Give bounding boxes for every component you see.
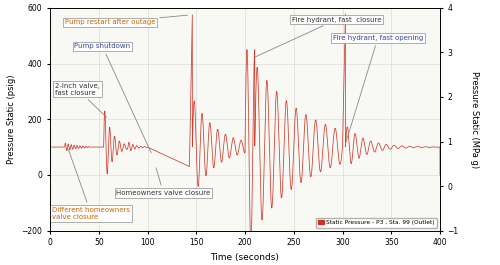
Legend: Static Pressure - P3 , Sta. 99 (Outlet): Static Pressure - P3 , Sta. 99 (Outlet) xyxy=(316,218,437,228)
Text: Pump shutdown: Pump shutdown xyxy=(74,43,151,153)
Text: Fire hydrant, fast  closure: Fire hydrant, fast closure xyxy=(256,17,382,57)
Y-axis label: Pressure Static (MPa g): Pressure Static (MPa g) xyxy=(470,71,479,168)
Text: 2-Inch valve,
fast closure: 2-Inch valve, fast closure xyxy=(55,83,106,117)
X-axis label: Time (seconds): Time (seconds) xyxy=(210,253,280,262)
Text: Different homeowners
valve closure: Different homeowners valve closure xyxy=(52,150,130,220)
Text: Pump restart after outage: Pump restart after outage xyxy=(64,15,188,25)
Text: Homeowners valve closure: Homeowners valve closure xyxy=(116,168,210,196)
Text: Fire hydrant, fast opening: Fire hydrant, fast opening xyxy=(333,35,423,144)
Y-axis label: Pressure Static (psig): Pressure Static (psig) xyxy=(7,74,16,164)
